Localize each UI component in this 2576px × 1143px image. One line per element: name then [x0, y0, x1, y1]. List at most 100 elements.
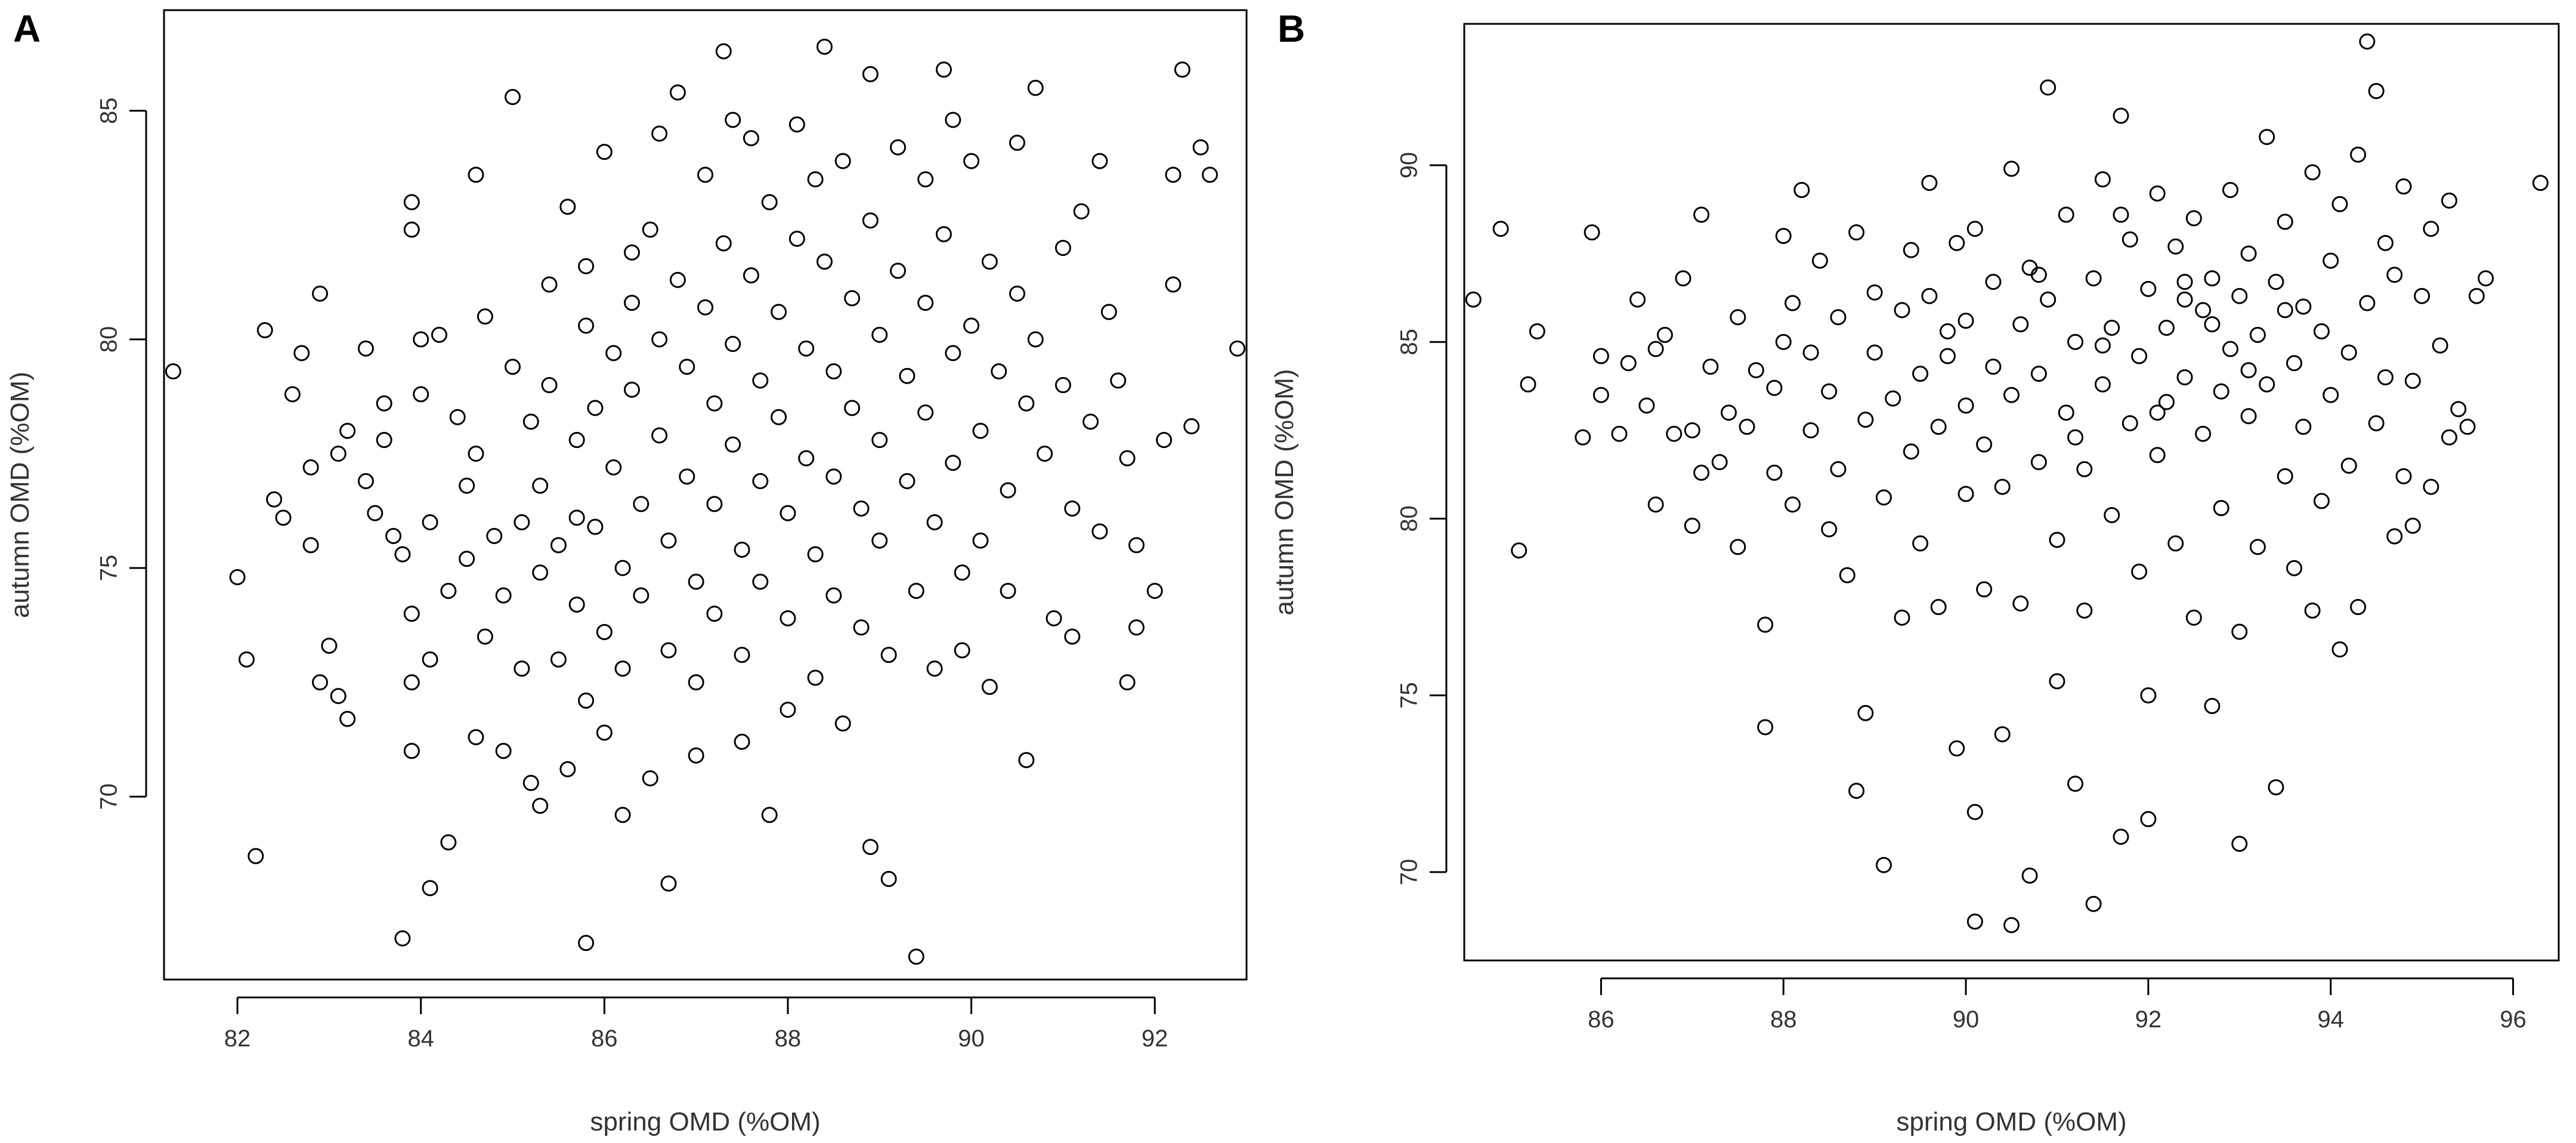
data-point [578, 317, 595, 334]
data-point [2277, 468, 2293, 484]
data-point [844, 400, 861, 416]
data-point [981, 678, 998, 695]
data-point [1848, 783, 1865, 799]
data-point [734, 733, 750, 750]
data-point [991, 363, 1007, 380]
data-point [568, 509, 585, 526]
data-point [1192, 139, 1209, 156]
data-point [578, 935, 595, 952]
data-point [1711, 454, 1728, 471]
data-point [2104, 320, 2120, 336]
data-point [248, 848, 264, 864]
data-point [541, 276, 558, 293]
x-tick-label: 96 [2500, 1006, 2526, 1033]
data-point [890, 262, 907, 279]
data-point [2012, 316, 2029, 333]
data-point [2323, 387, 2339, 403]
data-point [908, 949, 924, 965]
data-point [2240, 245, 2257, 262]
data-point [2131, 563, 2148, 580]
data-point [2058, 404, 2074, 421]
data-point [725, 436, 741, 453]
data-point [403, 743, 420, 759]
data-point [2286, 560, 2303, 576]
data-point [725, 336, 741, 353]
data-point [633, 496, 650, 512]
data-point [2040, 291, 2057, 308]
data-point [1018, 395, 1035, 412]
data-point [2021, 260, 2038, 276]
data-point [660, 642, 677, 659]
data-point [495, 587, 512, 604]
data-point [440, 582, 457, 599]
data-point [1949, 234, 1965, 251]
data-point [1766, 379, 1783, 396]
data-point [862, 839, 879, 855]
data-point [1720, 404, 1737, 421]
data-point [853, 619, 870, 636]
data-point [853, 500, 870, 517]
data-point [266, 491, 283, 508]
data-point [798, 340, 815, 357]
data-point [2331, 196, 2348, 212]
data-point [1027, 331, 1044, 348]
data-point [2094, 171, 2111, 188]
data-point [945, 112, 961, 128]
data-points [1465, 33, 2549, 934]
data-point [2259, 376, 2275, 393]
data-point [954, 642, 970, 659]
data-point [477, 628, 493, 645]
data-point [1529, 323, 1545, 339]
data-point [1018, 752, 1035, 768]
data-point [1054, 240, 1071, 257]
y-tick-label: 70 [1396, 859, 1422, 886]
data-point [1930, 418, 1947, 435]
data-point [862, 66, 879, 82]
data-point [422, 514, 438, 530]
data-point [2368, 415, 2385, 431]
data-point [1802, 422, 1819, 438]
data-point [2185, 609, 2202, 626]
data-point [2213, 383, 2229, 400]
data-point [1994, 478, 2011, 495]
data-point [1830, 309, 1847, 326]
data-point [468, 166, 484, 183]
data-point [1684, 422, 1700, 438]
data-point [972, 532, 989, 549]
data-point [1183, 418, 1200, 435]
data-point [1966, 804, 1983, 820]
data-point [568, 596, 585, 613]
y-tick-label: 70 [96, 783, 122, 810]
data-point [1229, 340, 1246, 357]
data-point [1000, 582, 1016, 599]
data-point [2149, 185, 2166, 202]
data-point [2140, 280, 2157, 297]
data-point [2268, 273, 2284, 290]
data-point [394, 546, 411, 563]
data-point [2323, 252, 2339, 269]
data-point [880, 647, 897, 663]
data-point [917, 295, 934, 311]
data-point [780, 505, 796, 521]
data-point [1875, 857, 1892, 873]
data-point [1785, 295, 1801, 311]
data-point [1921, 175, 1938, 191]
data-point [1821, 521, 1838, 537]
data-point [926, 514, 943, 530]
data-point [165, 363, 181, 380]
data-point [2295, 418, 2312, 435]
data-point [1894, 609, 1910, 626]
data-point [504, 89, 521, 106]
y-tick-label: 85 [1396, 329, 1422, 356]
x-tick-label: 94 [2317, 1006, 2344, 1033]
data-point [1693, 206, 1710, 223]
data-point [367, 505, 384, 521]
data-point [788, 116, 805, 133]
data-point [2304, 164, 2321, 181]
data-point [256, 322, 273, 339]
data-point [339, 422, 356, 439]
data-point [1730, 309, 1746, 326]
data-point [2441, 192, 2457, 209]
data-point [2295, 298, 2312, 315]
data-point [1976, 436, 1993, 453]
